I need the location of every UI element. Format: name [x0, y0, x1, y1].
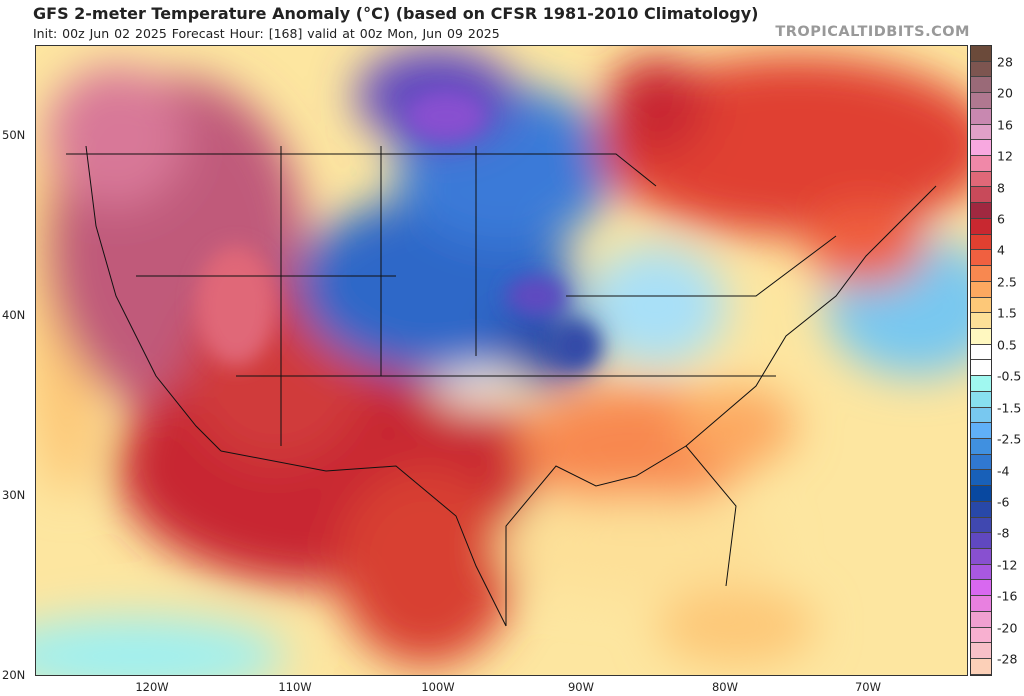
colorbar-segment	[971, 486, 991, 502]
colorbar-label: -20	[997, 620, 1018, 636]
colorbar-segment	[971, 313, 991, 329]
colorbar-segment	[971, 93, 991, 109]
colorbar-segment	[971, 564, 991, 581]
colorbar-segment	[971, 140, 991, 157]
colorbar-segment	[971, 187, 991, 204]
colorbar-segment	[971, 46, 991, 62]
colorbar-segment	[971, 659, 991, 675]
colorbar-segment	[971, 266, 991, 282]
lon-label: 70W	[854, 680, 882, 694]
colorbar-segment	[971, 108, 991, 125]
colorbar-label: -28	[997, 651, 1018, 667]
lon-label: 100W	[421, 680, 455, 694]
colorbar-label: 2.5	[997, 274, 1017, 290]
colorbar-label: 4	[997, 242, 1005, 258]
colorbar-label: 16	[997, 117, 1013, 133]
colorbar-segment	[971, 344, 991, 361]
lon-label: 80W	[711, 680, 739, 694]
colorbar-segment	[971, 234, 991, 251]
borders	[66, 145, 937, 627]
colorbar-label: 12	[997, 148, 1013, 164]
colorbar-segment	[971, 423, 991, 439]
colorbar-segment	[971, 407, 991, 424]
colorbar-segment	[971, 580, 991, 597]
colorbar-segment	[971, 501, 991, 518]
colorbar-segment	[971, 77, 991, 94]
colorbar-segment	[971, 643, 991, 660]
colorbar-label: -4	[997, 463, 1010, 479]
temperature-anomaly-map	[35, 45, 968, 676]
forecast-info: Init: 00z Jun 02 2025 Forecast Hour: [16…	[33, 26, 500, 41]
colorbar-segment	[971, 360, 991, 377]
colorbar-segment	[971, 596, 991, 612]
lon-label: 90W	[567, 680, 595, 694]
colorbar-segment	[971, 376, 991, 392]
colorbar-label: -0.5	[997, 368, 1022, 384]
colorbar-segment	[971, 454, 991, 471]
colorbar-label: -12	[997, 557, 1018, 573]
colorbar-segment	[971, 281, 991, 298]
colorbar-label: -16	[997, 588, 1018, 604]
colorbar-segment	[971, 61, 991, 78]
colorbar-segment	[971, 517, 991, 534]
colorbar-segment	[971, 297, 991, 314]
colorbar-label: 8	[997, 180, 1005, 196]
colorbar-segment	[971, 328, 991, 345]
colorbar	[970, 45, 992, 676]
colorbar-segment	[971, 611, 991, 628]
lon-label: 110W	[278, 680, 312, 694]
map-title: GFS 2-meter Temperature Anomaly (°C) (ba…	[33, 4, 759, 23]
colorbar-label: 1.5	[997, 305, 1017, 321]
colorbar-segment	[971, 203, 991, 219]
colorbar-segment	[971, 470, 991, 487]
colorbar-label: -2.5	[997, 431, 1022, 447]
colorbar-label: -8	[997, 525, 1010, 541]
lon-label: 120W	[135, 680, 169, 694]
colorbar-segment	[971, 438, 991, 455]
colorbar-segment	[971, 171, 991, 188]
colorbar-segment	[971, 533, 991, 549]
colorbar-label: 0.5	[997, 337, 1017, 353]
colorbar-label: 28	[997, 54, 1013, 70]
colorbar-label: 20	[997, 85, 1013, 101]
colorbar-segment	[971, 549, 991, 565]
lat-label: 40N	[2, 308, 26, 322]
colorbar-label: -6	[997, 494, 1010, 510]
lat-label: 20N	[2, 668, 26, 682]
colorbar-segment	[971, 124, 991, 141]
colorbar-segment	[971, 218, 991, 235]
anomaly-field	[36, 46, 967, 675]
colorbar-segment	[971, 156, 991, 172]
lat-label: 50N	[2, 128, 26, 142]
colorbar-segment	[971, 391, 991, 408]
brand-watermark: TROPICALTIDBITS.COM	[775, 24, 970, 40]
colorbar-segment	[971, 250, 991, 267]
colorbar-label: -1.5	[997, 400, 1022, 416]
colorbar-label: 6	[997, 211, 1005, 227]
lat-label: 30N	[2, 488, 26, 502]
colorbar-segment	[971, 627, 991, 644]
